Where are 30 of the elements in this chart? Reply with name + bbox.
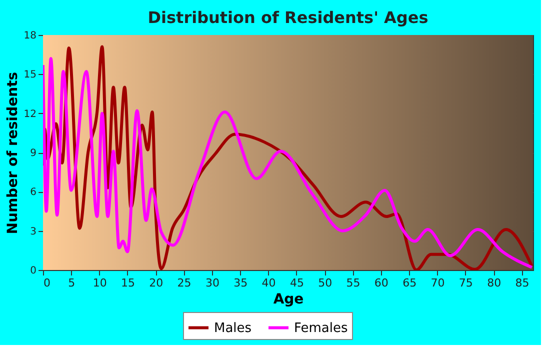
y-tick-label: 12	[24, 108, 36, 120]
y-tick-label: 6	[30, 187, 36, 198]
x-tick-label: 85	[515, 276, 530, 290]
x-tick-label: 80	[487, 276, 502, 290]
x-tick-label: 75	[458, 276, 473, 290]
y-tick-label: 9	[30, 148, 36, 159]
x-tick-label: 45	[290, 276, 304, 290]
x-tick-label: 50	[318, 276, 332, 290]
x-tick-label: 20	[149, 276, 164, 290]
x-tick-label: 40	[262, 276, 276, 290]
x-axis-title: Age	[273, 292, 304, 308]
x-tick-label: 30	[205, 276, 220, 290]
x-tick-label: 10	[92, 276, 107, 290]
x-tick-label: 35	[234, 276, 248, 290]
x-tick-label: 65	[402, 276, 417, 290]
y-tick-label: 0	[30, 266, 36, 276]
chart-title: Distribution of Residents' Ages	[148, 8, 428, 27]
x-tick-label: 0	[44, 276, 50, 290]
x-tick-label: 15	[120, 276, 135, 290]
x-tick-label: 60	[374, 276, 388, 290]
y-axis-title: Number of residents	[4, 72, 21, 234]
y-tick-label: 18	[24, 30, 36, 42]
legend-label: Females	[294, 320, 348, 336]
x-tick-label: 25	[177, 276, 192, 290]
y-tick-label: 3	[30, 226, 36, 238]
x-tick-label: 55	[346, 276, 360, 290]
x-tick-label: 5	[68, 276, 76, 290]
legend-label: Males	[214, 320, 252, 336]
y-tick-label: 15	[24, 70, 36, 81]
x-tick-label: 70	[430, 276, 445, 290]
